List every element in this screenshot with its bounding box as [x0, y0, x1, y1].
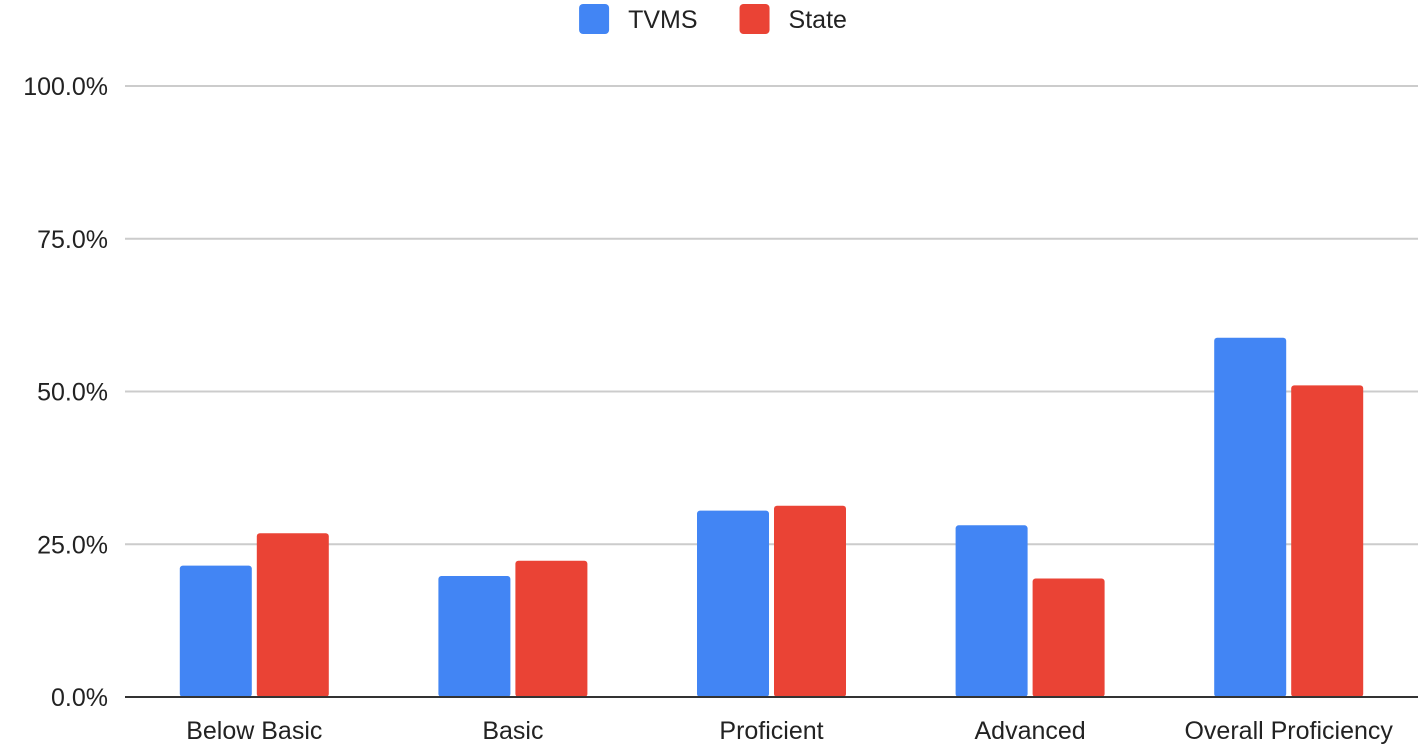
y-axis-tick-labels: 0.0% 25.0% 50.0% 75.0% 100.0% [23, 73, 108, 712]
bar-tvms-overall-proficiency [1214, 337, 1287, 697]
bar-state-proficient [774, 505, 846, 697]
bars [125, 337, 1418, 698]
y-tick-label: 25.0% [37, 531, 108, 559]
x-category-label: Below Basic [186, 717, 322, 745]
legend: TVMS State [579, 4, 847, 34]
bar-tvms-advanced [955, 525, 1028, 697]
gridlines [125, 85, 1418, 546]
y-tick-label: 75.0% [37, 226, 108, 254]
x-category-label: Basic [482, 717, 543, 745]
y-tick-label: 50.0% [37, 379, 108, 407]
x-category-label: Proficient [719, 717, 823, 745]
legend-item-state: State [739, 4, 847, 34]
bar-tvms-proficient [697, 510, 769, 697]
bar-state-overall-proficiency [1291, 385, 1364, 697]
bar-tvms-below-basic [179, 565, 252, 697]
legend-label: State [789, 6, 847, 34]
x-axis-category-labels: Below Basic Basic Proficient Advanced Overal… [186, 717, 1393, 745]
legend-swatch [739, 4, 770, 34]
bar-state-advanced [1032, 578, 1105, 697]
bar-tvms-basic [438, 576, 511, 697]
bar-state-below-basic [256, 533, 329, 697]
y-tick-label: 0.0% [51, 684, 108, 712]
bar-state-basic [515, 560, 588, 697]
x-category-label: Overall Proficiency [1184, 717, 1393, 745]
legend-item-tvms: TVMS [579, 4, 698, 34]
legend-swatch [579, 4, 610, 34]
y-tick-label: 100.0% [23, 73, 108, 101]
legend-label: TVMS [628, 6, 697, 34]
x-category-label: Advanced [974, 717, 1085, 745]
